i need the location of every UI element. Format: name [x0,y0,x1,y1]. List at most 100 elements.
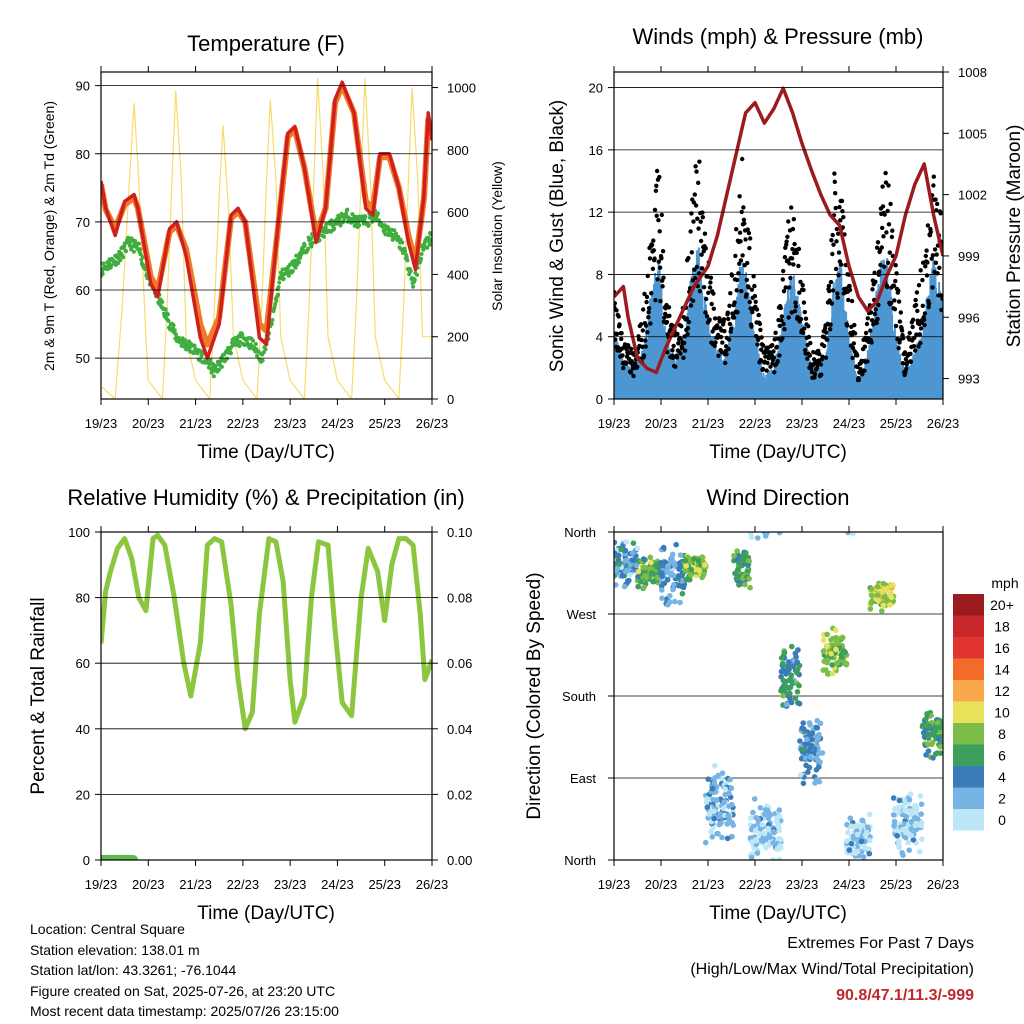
gust-point [880,184,885,189]
dewpoint-point [415,272,420,277]
gust-point [928,229,933,235]
winds-title: Winds (mph) & Pressure (mb) [633,24,924,49]
gust-point [760,366,766,372]
gust-point [818,362,823,367]
direction-point [912,822,918,829]
dewpoint-point [116,261,120,266]
direction-point [621,583,628,590]
humidity-y2tick-label: 0.06 [447,656,472,671]
direction-point [918,801,925,808]
legend-label: 12 [994,683,1010,699]
gust-point [679,346,685,351]
gust-point [651,238,656,243]
legend-swatch [953,594,984,616]
footer-recent: Most recent data timestamp: 2025/07/26 2… [30,1003,339,1019]
direction-point [888,582,895,589]
direction-point [642,573,648,579]
gust-point [696,180,701,185]
direction-point [762,807,769,813]
humidity-ytick-label: 40 [76,722,90,737]
gust-point [741,205,746,210]
direction-point [937,744,943,750]
temperature-title: Temperature (F) [187,31,345,56]
direction-point [658,559,664,566]
direction-point [820,637,827,643]
legend-swatch [953,680,984,702]
direction-point [781,649,788,656]
direction-point [824,643,830,649]
winds-xlabel: Time (Day/UTC) [709,442,847,463]
gust-point [933,260,939,265]
direction-point [938,724,943,731]
gust-point [699,252,704,257]
direction-point [787,690,793,697]
direction-point [728,785,735,791]
direction-panel: Wind Direction NorthEastSouthWestNorth19… [524,485,1019,924]
gust-point [643,323,649,328]
gust-point [699,266,705,271]
direction-point [757,805,764,811]
direction-point [733,575,740,582]
gust-point [828,279,834,285]
direction-point [767,834,773,840]
direction-point [729,834,735,840]
gust-point [751,274,756,279]
direction-point [845,532,851,536]
direction-point [778,655,785,661]
gust-point [872,311,878,317]
dewpoint-point [308,237,313,242]
dewpoint-point [427,242,432,247]
gust-point [812,371,818,377]
dewpoint-point [260,358,265,363]
direction-point [843,661,850,668]
solar-insolation-line [101,78,432,399]
gust-point [706,290,711,295]
gust-point [785,234,790,239]
direction-point [797,738,803,744]
gust-point [789,256,795,261]
direction-point [839,634,846,641]
gust-point [931,183,936,188]
gust-point [691,219,696,224]
gust-point [910,324,915,330]
direction-ytick-label: West [567,607,597,622]
direction-point [891,818,898,825]
gust-point [841,215,846,220]
gust-point [635,364,640,370]
gust-point [631,373,636,379]
gust-point [837,204,842,210]
gust-point [839,262,844,267]
gust-point [832,171,837,176]
relative-humidity-line [101,532,432,732]
gust-point [915,308,920,314]
gust-point [691,200,697,205]
direction-point [748,854,755,860]
gust-point [726,346,731,352]
gust-point [682,340,687,346]
direction-point [924,711,930,717]
direction-point [938,728,943,735]
gust-point [836,231,841,236]
temperature-ytick-label: 60 [76,283,90,298]
gust-point [738,258,744,263]
direction-point [794,659,801,665]
gust-point [643,344,648,349]
gust-point [690,298,696,303]
direction-point [866,850,873,857]
direction-xtick-label: 20/23 [645,877,678,892]
direction-point [887,602,893,608]
direction-point [770,828,777,835]
temperature-xtick-label: 26/23 [416,416,449,431]
direction-legend: 20+ 18 16 14 12 10 8 6 4 2 0 [953,594,1014,831]
direction-point [906,796,913,803]
gust-point [656,218,661,223]
direction-point [629,557,635,563]
gust-point [664,319,670,325]
footer-elevation: Station elevation: 138.01 m [30,942,200,958]
legend-label: 0 [998,812,1006,828]
legend-label: 16 [994,640,1010,656]
temperature-axes: 0 200 400 600 800 1000 19/23 20/23 21/23 22/23 23/… [85,66,476,431]
gust-point [614,337,618,342]
gust-point [712,316,718,321]
dewpoint-point [323,225,328,230]
